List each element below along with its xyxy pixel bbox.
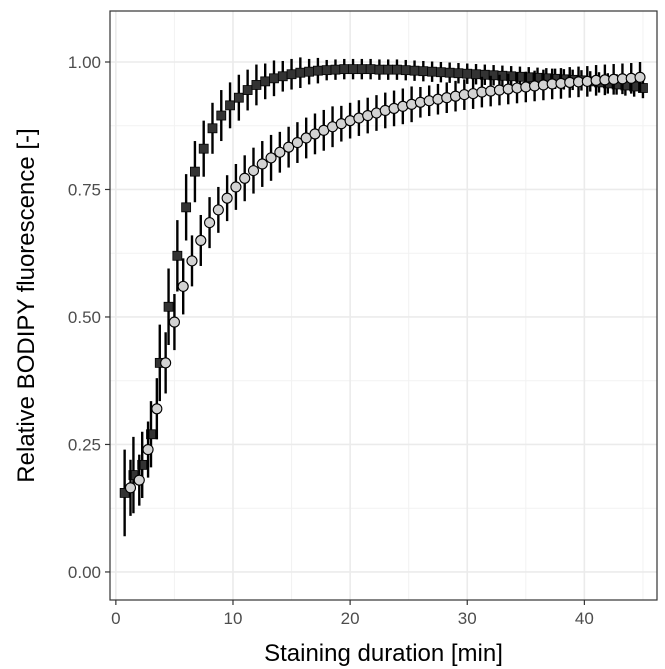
data-point-square — [638, 83, 648, 93]
data-point-square — [216, 110, 227, 121]
x-tick-label: 20 — [341, 609, 360, 628]
x-tick-label: 10 — [224, 609, 243, 628]
data-point-circle — [133, 474, 145, 486]
data-point-circle — [177, 280, 189, 292]
data-point-square — [453, 68, 464, 79]
data-point-square — [330, 64, 341, 75]
data-point-square — [269, 73, 279, 84]
data-point-square — [356, 64, 367, 75]
data-point-circle — [160, 357, 172, 369]
data-point-square — [409, 65, 420, 76]
data-point-square — [225, 100, 235, 111]
data-point-square — [392, 64, 402, 75]
data-point-circle — [230, 181, 242, 193]
data-point-circle — [221, 192, 233, 204]
data-point-square — [172, 250, 183, 261]
y-tick-label: 1.00 — [68, 53, 101, 72]
data-point-square — [435, 67, 446, 78]
data-point-square — [146, 429, 156, 440]
data-point-circle — [300, 132, 312, 144]
data-point-circle — [265, 152, 277, 164]
data-point-circle — [256, 158, 268, 170]
data-point-circle — [274, 146, 286, 158]
data-point-square — [427, 66, 438, 77]
data-point-square — [444, 67, 455, 78]
x-axis-label: Staining duration [min] — [264, 640, 503, 667]
data-point-square — [295, 67, 306, 78]
data-point-circle — [142, 444, 154, 456]
data-point-circle — [212, 204, 224, 216]
data-point-square — [286, 69, 297, 80]
data-point-square — [383, 64, 394, 75]
data-point-square — [313, 65, 323, 76]
axes: 0 10 20 30 40 0.00 0.25 0.50 0.75 1.00 — [68, 53, 594, 628]
x-tick-label: 0 — [111, 609, 120, 628]
data-point-square — [260, 76, 271, 87]
data-series — [119, 57, 648, 537]
series-2 — [124, 61, 646, 516]
plot-panel-border — [109, 10, 658, 601]
data-point-square — [462, 68, 473, 79]
data-point-square — [374, 64, 385, 75]
data-point-square — [242, 85, 253, 95]
data-point-square — [339, 64, 350, 75]
data-point-circle — [204, 217, 216, 229]
data-point-square — [207, 123, 218, 134]
y-tick-label: 0.00 — [68, 563, 101, 582]
data-point-circle — [291, 137, 303, 149]
data-point-square — [233, 92, 244, 103]
data-point-square — [181, 202, 192, 213]
data-point-square — [321, 65, 332, 76]
y-tick-label: 0.75 — [68, 180, 101, 199]
y-tick-label: 0.25 — [68, 435, 101, 454]
data-point-square — [365, 64, 376, 75]
data-point-square — [163, 301, 174, 312]
data-point-square — [304, 66, 315, 77]
data-point-circle — [239, 172, 251, 184]
data-point-square — [471, 69, 481, 80]
data-point-circle — [124, 482, 137, 494]
data-point-circle — [247, 165, 260, 177]
data-point-square — [190, 166, 200, 177]
x-tick-label: 30 — [458, 609, 477, 628]
y-axis-label: Relative BODIPY fluorescence [-] — [13, 128, 40, 482]
data-point-circle — [283, 141, 295, 153]
data-point-circle — [168, 316, 180, 328]
data-point-circle — [195, 234, 207, 247]
data-point-square — [251, 80, 262, 90]
x-tick-label: 40 — [575, 609, 594, 628]
data-point-square — [137, 459, 148, 470]
data-point-circle — [186, 255, 198, 267]
data-point-square — [277, 71, 288, 82]
data-point-square — [198, 143, 209, 154]
data-point-circle — [634, 71, 646, 83]
data-point-square — [348, 64, 358, 75]
data-point-square — [400, 65, 411, 76]
y-tick-label: 0.50 — [68, 308, 101, 327]
data-point-circle — [151, 403, 163, 415]
data-point-square — [418, 66, 429, 77]
